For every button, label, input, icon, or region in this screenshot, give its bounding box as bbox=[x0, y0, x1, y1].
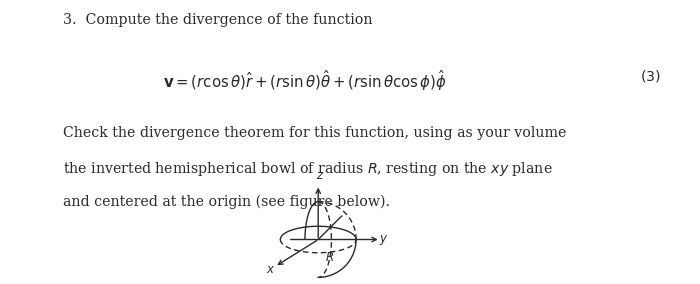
Text: 3.  Compute the divergence of the function: 3. Compute the divergence of the functio… bbox=[63, 13, 372, 27]
Text: and centered at the origin (see figure below).: and centered at the origin (see figure b… bbox=[63, 195, 390, 209]
Text: $z$: $z$ bbox=[316, 169, 325, 182]
Text: $R$: $R$ bbox=[325, 251, 334, 264]
Text: Check the divergence theorem for this function, using as your volume: Check the divergence theorem for this fu… bbox=[63, 126, 566, 140]
Text: $(3)$: $(3)$ bbox=[640, 68, 661, 84]
Text: $y$: $y$ bbox=[379, 233, 388, 247]
Text: $x$: $x$ bbox=[266, 263, 276, 276]
Text: the inverted hemispherical bowl of radius $R$, resting on the $xy$ plane: the inverted hemispherical bowl of radiu… bbox=[63, 160, 553, 178]
Text: $\mathbf{v} = (r\cos\theta)\hat{r} + (r\sin\theta)\hat{\theta} + (r\sin\theta\co: $\mathbf{v} = (r\cos\theta)\hat{r} + (r\… bbox=[162, 68, 447, 93]
